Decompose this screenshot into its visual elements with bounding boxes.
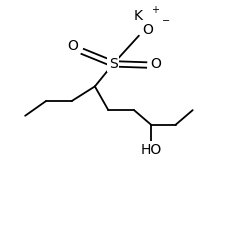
Text: O: O [67,39,78,53]
Text: O: O [142,23,153,37]
Text: +: + [151,5,159,15]
Text: S: S [109,57,118,71]
Text: −: − [162,16,170,26]
Text: HO: HO [140,143,162,157]
Text: O: O [151,57,161,71]
Text: K: K [133,10,142,23]
